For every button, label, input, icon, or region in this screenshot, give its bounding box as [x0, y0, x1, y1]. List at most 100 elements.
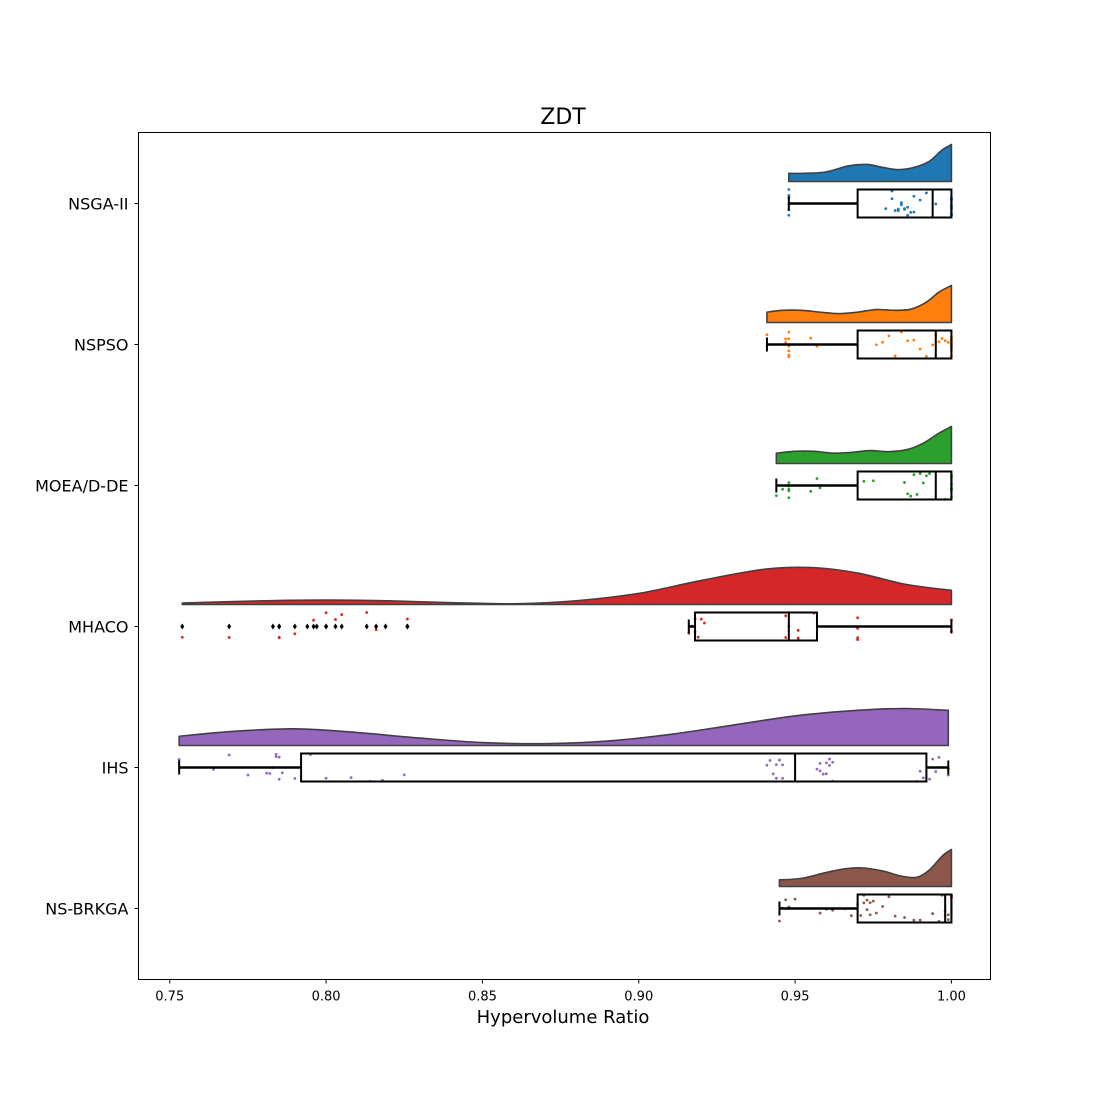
rain-point-moea-d-de — [787, 489, 791, 493]
rain-point-nspso — [940, 337, 944, 340]
box-iqr-moea-d-de — [856, 470, 953, 501]
rain-point-moea-d-de — [906, 492, 910, 496]
rain-point-moea-d-de — [781, 487, 784, 491]
rain-point-ns-brkga — [793, 897, 797, 901]
cloud-ns-brkga — [778, 848, 953, 888]
rain-point-ihs — [774, 776, 778, 780]
rain-point-moea-d-de — [928, 472, 931, 476]
outlier-mhaco — [270, 623, 275, 630]
rain-point-nsga-ii — [899, 203, 903, 207]
outlier-mhaco — [180, 623, 185, 630]
rain-point-mhaco — [796, 628, 800, 632]
rain-point-nsga-ii — [884, 207, 888, 211]
rain-point-nspso — [874, 343, 878, 347]
boxplot-nsga-ii — [787, 188, 953, 219]
rain-point-nspso — [784, 341, 788, 344]
rain-point-ihs — [828, 763, 831, 767]
rain-point-mhaco — [784, 636, 788, 639]
rain-point-nsga-ii — [934, 202, 938, 206]
rain-point-ihs — [280, 771, 284, 775]
rain-point-nsga-ii — [906, 205, 910, 209]
rain-point-ihs — [831, 760, 835, 764]
rain-point-ns-brkga — [946, 913, 950, 917]
rain-point-ns-brkga — [912, 918, 916, 922]
boxplot-mhaco — [687, 611, 953, 642]
rain-point-moea-d-de — [915, 493, 919, 496]
rain-point-nsga-ii — [787, 194, 791, 197]
rain-point-mhaco — [405, 617, 409, 621]
outlier-mhaco — [333, 623, 338, 630]
rain-point-moea-d-de — [925, 474, 928, 478]
rain-point-ihs — [324, 776, 328, 780]
rain-point-ns-brkga — [946, 918, 950, 922]
x-tick-label: 0.75 — [155, 990, 184, 1005]
rain-point-nspso — [809, 336, 813, 340]
rain-point-nspso — [765, 333, 769, 337]
box-iqr-ihs — [300, 752, 928, 783]
rain-point-mhaco — [796, 636, 800, 640]
rain-point-nspso — [784, 337, 788, 341]
x-tick-label: 0.95 — [781, 990, 810, 1005]
rain-point-moea-d-de — [912, 473, 916, 477]
cloud-nsga-ii — [788, 143, 953, 183]
rain-point-nsga-ii — [890, 197, 894, 201]
rain-point-ihs — [931, 757, 935, 761]
y-tick-label-mhaco: MHACO — [68, 618, 128, 637]
rain-point-ns-brkga — [865, 908, 869, 912]
outliers-layer — [180, 623, 410, 630]
rain-point-mhaco — [227, 636, 231, 639]
outlier-mhaco — [227, 623, 232, 630]
rain-point-nspso — [925, 354, 928, 358]
rain-point-nsga-ii — [906, 213, 910, 217]
x-tick-label: 1.00 — [937, 990, 966, 1005]
rain-point-moea-d-de — [871, 479, 875, 483]
outlier-mhaco — [324, 623, 329, 630]
rain-point-moea-d-de — [787, 496, 791, 500]
rain-point-ihs — [818, 761, 822, 765]
rain-point-nsga-ii — [912, 194, 916, 198]
rain-point-ihs — [265, 771, 269, 775]
rain-point-ns-brkga — [868, 901, 872, 905]
rain-point-mhaco — [856, 636, 860, 640]
rain-point-nspso — [918, 347, 922, 351]
box-iqr-mhaco — [694, 611, 818, 642]
rain-point-ihs — [815, 767, 819, 771]
rain-point-ihs — [274, 753, 278, 756]
rain-point-ihs — [781, 763, 784, 767]
outlier-mhaco — [383, 623, 388, 630]
rain-point-ns-brkga — [871, 899, 875, 903]
rain-point-mhaco — [365, 611, 369, 614]
outlier-mhaco — [314, 623, 319, 630]
rain-point-nspso — [912, 338, 916, 342]
outlier-mhaco — [277, 623, 282, 630]
rain-point-nspso — [931, 343, 935, 347]
rain-point-ihs — [274, 755, 278, 758]
rain-point-ihs — [824, 772, 828, 776]
boxplot-moea-d-de — [775, 470, 953, 501]
rain-point-ihs — [246, 773, 250, 777]
rain-point-ihs — [774, 763, 778, 767]
rain-point-ns-brkga — [849, 914, 853, 918]
rain-point-mhaco — [784, 614, 788, 618]
rain-point-ihs — [293, 777, 297, 780]
rain-point-mhaco — [293, 632, 297, 636]
rain-point-ihs — [781, 776, 784, 780]
rain-point-mhaco — [180, 635, 184, 639]
rain-point-nspso — [787, 349, 791, 353]
y-tick-label-nsga-ii: NSGA-II — [68, 195, 128, 214]
rain-point-ihs — [402, 773, 406, 777]
outlier-mhaco — [305, 623, 310, 630]
rain-point-mhaco — [334, 618, 337, 621]
rain-point-nsga-ii — [903, 207, 906, 211]
rain-point-nspso — [943, 339, 947, 343]
rain-point-mhaco — [340, 613, 344, 617]
cloud-nspso — [766, 284, 953, 324]
outlier-mhaco — [405, 623, 410, 630]
box-iqr-nspso — [856, 329, 953, 360]
x-axis-label: Hypervolume Ratio — [477, 1007, 650, 1028]
rain-point-ihs — [227, 753, 231, 757]
rain-point-nspso — [881, 340, 885, 344]
rain-point-ihs — [268, 772, 272, 775]
x-tick-label: 0.85 — [468, 990, 497, 1005]
